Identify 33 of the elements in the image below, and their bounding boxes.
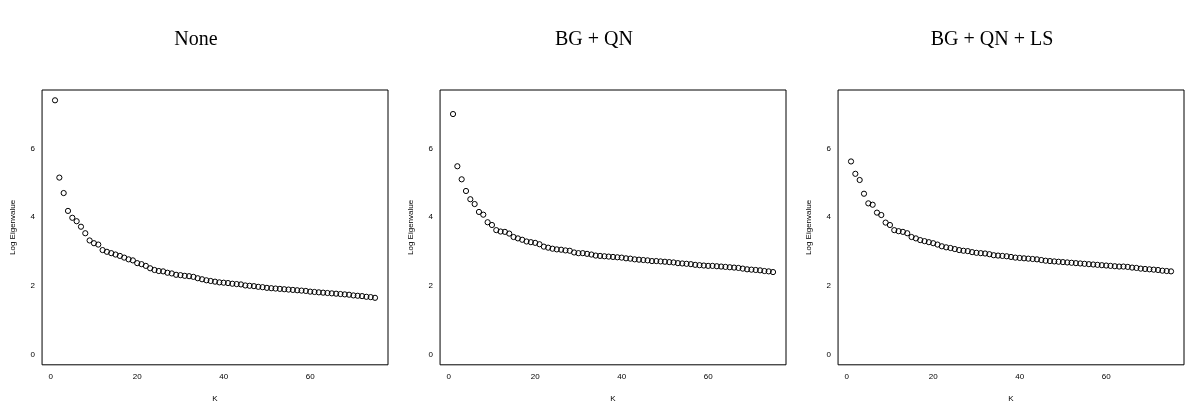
chart-title: None (174, 27, 218, 50)
x-tick-label: 60 (703, 371, 714, 381)
x-axis-title: K (1008, 394, 1015, 404)
x-tick-label: 20 (132, 371, 143, 381)
x-tick-label: 40 (1015, 371, 1025, 381)
y-tick-label: 6 (428, 143, 434, 153)
x-axis-title: K (610, 394, 617, 404)
x-tick-label: 20 (928, 371, 939, 381)
y-axis-title: Log Eigenvalue (8, 199, 17, 255)
y-tick-label: 4 (30, 212, 36, 222)
x-tick-label: 40 (617, 371, 627, 381)
y-tick-label: 0 (428, 349, 434, 359)
y-tick-label: 0 (826, 349, 832, 359)
x-tick-label: 60 (1101, 371, 1112, 381)
y-tick-label: 2 (30, 281, 36, 290)
y-tick-label: 2 (428, 281, 434, 290)
y-tick-label: 6 (826, 143, 832, 153)
x-tick-label: 0 (844, 371, 850, 381)
x-tick-label: 20 (530, 371, 541, 381)
x-tick-label: 60 (305, 371, 316, 381)
x-tick-label: 0 (446, 371, 452, 381)
y-tick-label: 4 (826, 212, 832, 222)
y-tick-label: 2 (826, 281, 832, 290)
y-axis-title: Log Eigenvalue (406, 199, 415, 255)
x-tick-label: 0 (48, 371, 54, 381)
y-tick-label: 0 (30, 349, 36, 359)
chart-title: BG + QN + LS (930, 27, 1054, 50)
chart-title: BG + QN (555, 27, 633, 50)
y-tick-label: 6 (30, 143, 36, 153)
x-axis-title: K (212, 394, 219, 404)
x-tick-label: 40 (219, 371, 229, 381)
y-axis-title: Log Eigenvalue (804, 199, 813, 255)
y-tick-label: 4 (428, 212, 434, 222)
